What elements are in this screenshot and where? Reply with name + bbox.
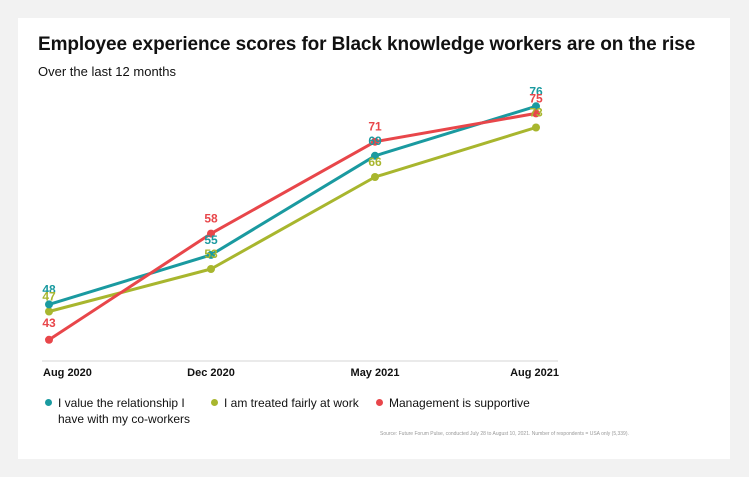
data-label: 55 (204, 233, 218, 247)
data-label: 53 (204, 247, 218, 261)
chart-title: Employee experience scores for Black kno… (38, 34, 696, 55)
legend-label: have with my co-workers (58, 412, 191, 426)
chart-card: Employee experience scores for Black kno… (18, 18, 730, 459)
legend-item: I am treated fairly at work (211, 395, 359, 411)
data-point (371, 173, 379, 181)
data-label: 73 (529, 106, 543, 120)
data-label: 71 (368, 120, 382, 134)
legend-item: I value the relationship I have with my c… (45, 395, 190, 427)
legend-swatch (376, 399, 383, 406)
data-label: 76 (529, 84, 543, 98)
data-label: 47 (42, 290, 56, 304)
legend-swatch (211, 399, 218, 406)
series-line (47, 111, 538, 342)
legend-item: Management is supportive (376, 395, 530, 411)
source-note: Source: Future Forum Pulse, conducted Ju… (380, 431, 629, 437)
data-point (207, 265, 215, 273)
data-label: 43 (42, 316, 56, 330)
data-point (371, 137, 379, 146)
legend-label: I am treated fairly at work (224, 396, 359, 410)
data-point (207, 250, 215, 259)
data-label: 48 (42, 282, 56, 296)
x-tick-label: Aug 2020 (43, 367, 92, 379)
x-tick-label: Dec 2020 (187, 367, 235, 379)
data-point (45, 335, 53, 344)
data-point (532, 109, 540, 118)
data-label: 66 (368, 155, 382, 169)
data-point (371, 151, 379, 160)
x-tick-label: May 2021 (351, 367, 400, 379)
data-label: 69 (368, 134, 382, 148)
chart-legend: I value the relationship I have with my c… (45, 395, 565, 429)
series-line (47, 104, 538, 306)
data-label: 75 (529, 91, 543, 105)
data-point (45, 307, 53, 316)
x-tick-label: Aug 2021 (510, 367, 559, 379)
data-point (532, 123, 540, 132)
series-line (47, 126, 538, 313)
data-label: 58 (204, 212, 218, 226)
legend-swatch (45, 399, 52, 406)
data-point (207, 229, 215, 238)
line-chart: Aug 2020 Dec 2020 May 2021 Aug 2021 48 55 69 76… (42, 84, 559, 379)
data-point (532, 102, 540, 111)
legend-label: Management is supportive (389, 396, 530, 410)
chart-subtitle: Over the last 12 months (38, 64, 177, 79)
legend-label: I value the relationship I (58, 396, 185, 410)
data-point (45, 300, 53, 309)
